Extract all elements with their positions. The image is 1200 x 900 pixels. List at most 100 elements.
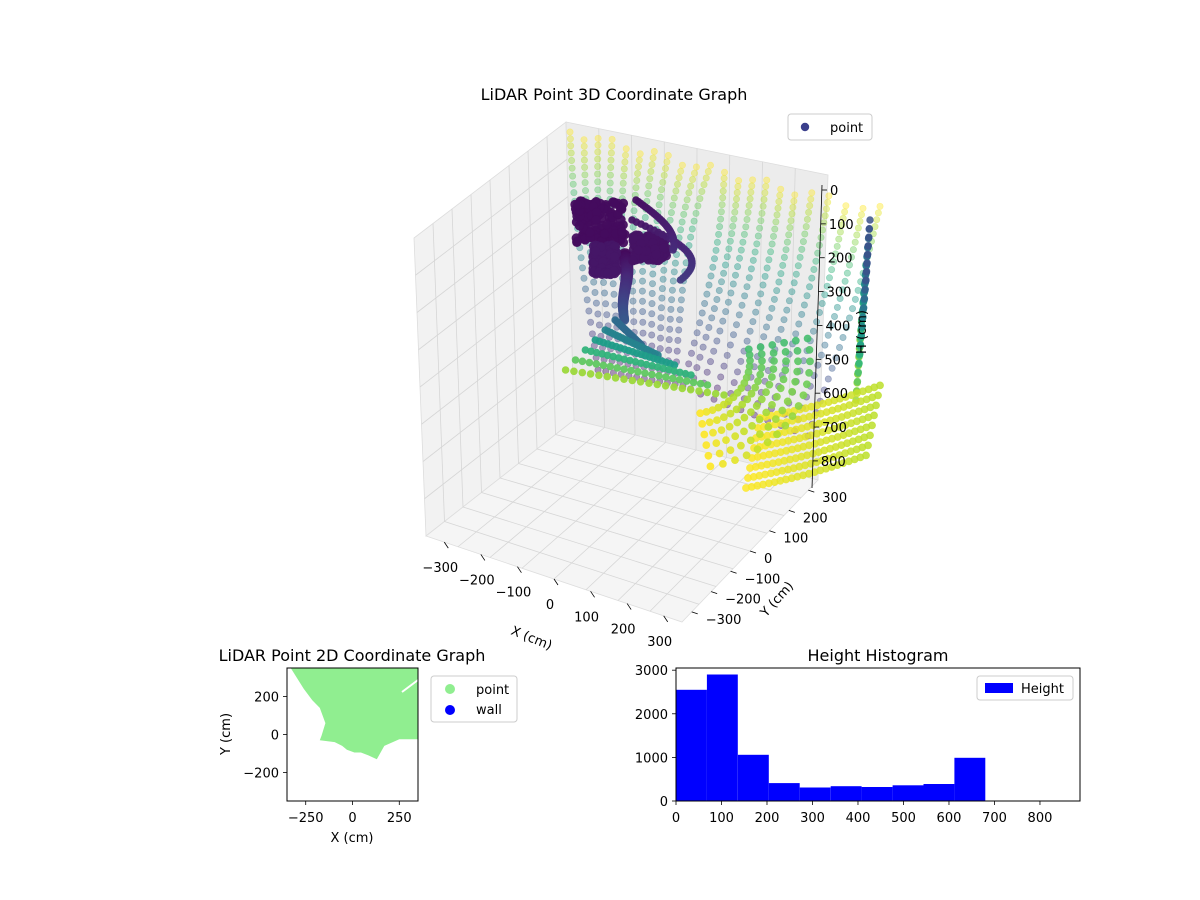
point-3d: [728, 290, 734, 296]
point-3d: [836, 236, 842, 242]
x-tick-label-hist: 100: [709, 811, 734, 826]
point-3d: [607, 188, 613, 194]
point-3d: [694, 330, 700, 336]
point-3d: [778, 326, 784, 332]
point-3d: [584, 297, 590, 303]
histogram-bar: [676, 690, 707, 801]
point-3d: [562, 367, 569, 374]
point-3d: [758, 357, 765, 364]
point-3d: [581, 157, 587, 163]
histogram-bar: [954, 758, 985, 801]
point-3d: [572, 357, 579, 364]
point-3d: [870, 412, 877, 419]
point-3d: [703, 334, 709, 340]
point-3d: [640, 319, 646, 325]
point-3d: [600, 279, 606, 285]
point-3d: [747, 409, 754, 416]
point-3d: [834, 243, 840, 249]
y-tick-label-3d: 200: [803, 511, 828, 526]
point-3d: [604, 312, 610, 318]
point-3d: [707, 162, 713, 168]
x-tick-label-hist: 800: [1028, 811, 1053, 826]
point-3d: [808, 196, 814, 202]
point-3d: [777, 385, 784, 392]
point-3d: [701, 181, 707, 187]
point-3d: [721, 181, 727, 187]
point-3d: [804, 335, 811, 342]
y-tick-label-hist: 1000: [635, 751, 668, 766]
x-tick-label-3d: 200: [611, 623, 636, 638]
point-3d: [749, 183, 755, 189]
point-3d: [736, 312, 742, 318]
point-3d: [667, 316, 673, 322]
point-3d: [758, 218, 764, 224]
x-axis-label-2d: X (cm): [331, 831, 374, 846]
point-3d: [738, 247, 744, 253]
point-3d: [720, 270, 726, 276]
point-3d: [697, 195, 703, 201]
point-3d: [668, 306, 674, 312]
point-3d: [592, 216, 601, 225]
histogram-bar: [769, 783, 800, 801]
title-2d: LiDAR Point 2D Coordinate Graph: [219, 646, 486, 665]
point-3d: [671, 269, 677, 275]
y-tick-label-hist: 3000: [635, 664, 668, 679]
point-3d: [767, 249, 773, 255]
point-3d: [667, 326, 673, 332]
point-3d: [864, 260, 871, 267]
point-3d: [796, 321, 802, 327]
point-3d: [748, 266, 754, 272]
point-3d: [783, 247, 789, 253]
y-tick-label-3d: −200: [725, 593, 761, 608]
point-3d: [696, 388, 703, 395]
point-3d: [677, 277, 684, 284]
point-3d: [712, 390, 719, 397]
point-3d: [592, 289, 598, 295]
point-3d: [581, 143, 587, 149]
point-3d: [681, 211, 687, 217]
point-3d: [763, 409, 770, 416]
height-histogram: Height Histogram 0 100 200 300 400 500 600 700 8…: [635, 646, 1080, 826]
point-3d: [695, 203, 701, 209]
point-3d: [649, 161, 655, 167]
point-3d: [720, 318, 726, 324]
point-3d: [706, 419, 713, 426]
point-3d: [764, 177, 770, 183]
point-3d: [676, 376, 683, 383]
point-3d: [658, 305, 664, 311]
point-3d: [579, 358, 586, 365]
point-3d: [782, 367, 789, 374]
point-3d: [875, 210, 881, 216]
legend-marker-point-3d: [801, 123, 809, 131]
x-tick-label-2d: 0: [348, 811, 356, 826]
point-3d: [781, 339, 788, 346]
point-3d: [686, 361, 692, 367]
point-3d: [682, 204, 688, 210]
point-3d: [661, 267, 667, 273]
point-3d: [573, 237, 582, 246]
point-3d: [752, 249, 758, 255]
point-3d: [719, 460, 726, 467]
point-3d: [868, 422, 875, 429]
x-tick-label-hist: 300: [800, 811, 825, 826]
point-3d: [876, 382, 883, 389]
y-tick-label-3d: −100: [745, 572, 781, 587]
point-3d: [768, 401, 775, 408]
point-3d: [803, 381, 810, 388]
point-3d: [763, 183, 769, 189]
point-3d: [608, 164, 614, 170]
legend-label-point-3d: point: [830, 121, 863, 136]
point-3d: [843, 203, 849, 209]
point-3d: [762, 389, 769, 396]
point-3d: [651, 148, 657, 154]
point-3d: [863, 277, 870, 284]
point-3d: [711, 305, 717, 311]
point-3d: [658, 315, 664, 321]
point-3d: [744, 216, 750, 222]
histogram-bar: [924, 784, 955, 801]
point-3d: [781, 254, 787, 260]
point-3d: [793, 271, 799, 277]
point-3d: [858, 212, 864, 218]
point-3d: [637, 378, 644, 385]
point-3d: [662, 165, 668, 171]
